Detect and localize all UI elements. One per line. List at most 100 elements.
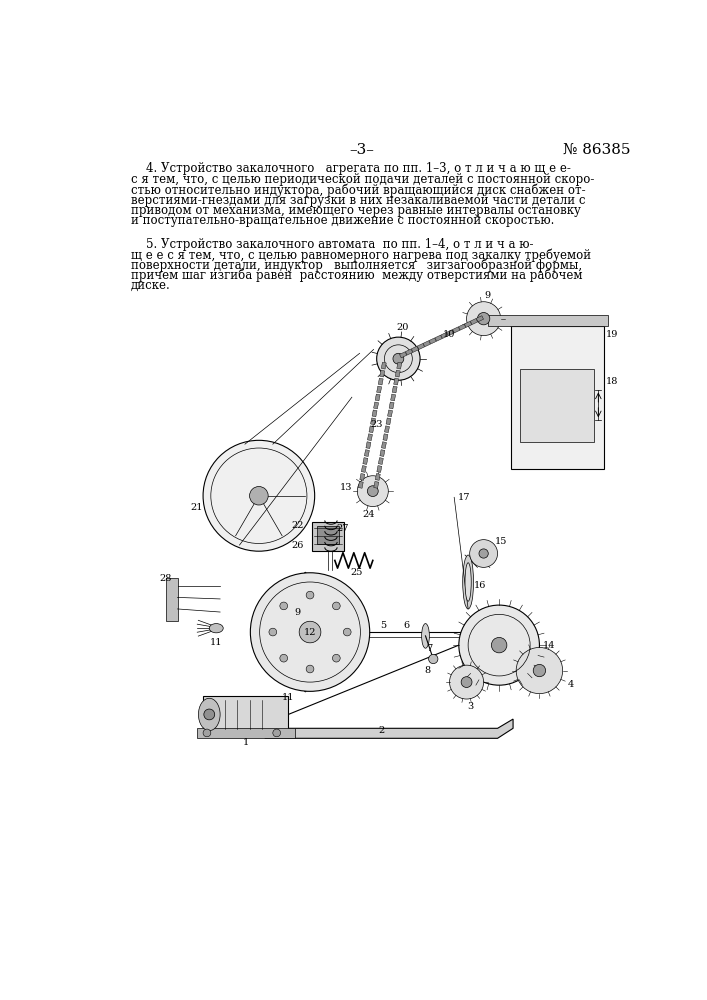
Circle shape — [368, 486, 378, 497]
Bar — [405, 349, 413, 355]
Bar — [470, 318, 478, 325]
Bar — [520, 369, 595, 442]
Text: 4: 4 — [567, 680, 573, 689]
Circle shape — [467, 302, 501, 336]
Circle shape — [357, 476, 388, 507]
Bar — [392, 386, 397, 393]
Text: 28: 28 — [160, 574, 172, 583]
Bar — [312, 522, 344, 551]
Bar — [373, 402, 378, 409]
Text: причем шаг изгиба равен  расстоянию  между отверстиями на рабочем: причем шаг изгиба равен расстоянию между… — [131, 269, 583, 282]
Bar — [385, 426, 390, 433]
Text: поверхности детали, индуктор   выполняется   зигзагообразной формы,: поверхности детали, индуктор выполняется… — [131, 259, 582, 272]
Text: и поступательно-вращательное движение с постоянной скоростью.: и поступательно-вращательное движение с … — [131, 214, 554, 227]
Bar — [452, 327, 460, 333]
Text: 11: 11 — [282, 693, 295, 702]
Text: приводом от механизма, имеющего через равные интервалы остановку: приводом от механизма, имеющего через ра… — [131, 204, 581, 217]
Text: 7: 7 — [426, 644, 433, 653]
Bar — [380, 450, 385, 456]
Bar — [360, 474, 365, 480]
Bar — [391, 394, 396, 401]
Circle shape — [280, 602, 288, 610]
Circle shape — [428, 654, 438, 664]
Bar — [395, 370, 400, 377]
Bar — [377, 466, 382, 472]
Bar — [317, 526, 339, 544]
Bar — [382, 442, 387, 449]
Text: 21: 21 — [191, 503, 203, 512]
Bar — [397, 362, 402, 369]
Bar — [369, 426, 374, 433]
Bar — [387, 410, 392, 417]
Ellipse shape — [300, 572, 310, 692]
Bar — [378, 378, 383, 385]
Circle shape — [461, 677, 472, 687]
Bar — [386, 418, 391, 425]
Bar — [423, 341, 431, 347]
Text: 5: 5 — [380, 621, 386, 630]
Bar — [375, 394, 380, 401]
Text: 9: 9 — [295, 608, 300, 617]
Circle shape — [280, 654, 288, 662]
Text: 15: 15 — [494, 537, 507, 546]
Bar — [370, 418, 375, 425]
Bar — [383, 434, 388, 441]
Text: 17: 17 — [458, 493, 470, 502]
Bar — [364, 450, 369, 456]
Bar — [366, 442, 371, 449]
Bar — [372, 410, 377, 417]
Text: 27: 27 — [337, 524, 349, 533]
Bar — [358, 481, 363, 488]
Circle shape — [491, 637, 507, 653]
Circle shape — [250, 487, 268, 505]
Polygon shape — [488, 315, 607, 326]
Circle shape — [203, 729, 211, 737]
Text: 13: 13 — [339, 483, 352, 492]
Ellipse shape — [421, 624, 429, 648]
Bar — [363, 458, 368, 464]
Circle shape — [269, 628, 276, 636]
Bar — [380, 370, 385, 377]
Bar — [441, 332, 448, 338]
Text: 25: 25 — [351, 568, 363, 577]
Circle shape — [306, 665, 314, 673]
Circle shape — [332, 602, 340, 610]
Text: диске.: диске. — [131, 279, 171, 292]
Circle shape — [450, 665, 484, 699]
Ellipse shape — [209, 624, 223, 633]
Circle shape — [332, 654, 340, 662]
Bar — [394, 378, 399, 385]
Ellipse shape — [199, 698, 220, 731]
Circle shape — [516, 647, 563, 694]
Text: 11: 11 — [210, 638, 223, 647]
Bar — [197, 728, 295, 738]
Bar — [429, 338, 436, 344]
Bar — [435, 335, 442, 341]
Circle shape — [273, 729, 281, 737]
Bar — [112, 305, 613, 759]
Ellipse shape — [465, 563, 472, 601]
Bar — [447, 330, 454, 336]
Circle shape — [344, 628, 351, 636]
Text: верстиями-гнездами для загрузки в них незакаливаемой части детали с: верстиями-гнездами для загрузки в них не… — [131, 194, 585, 207]
Ellipse shape — [462, 555, 474, 609]
Circle shape — [459, 605, 539, 685]
Text: 4. Устройство закалочного   агрегата по пп. 1–3, о т л и ч а ю щ е е-: 4. Устройство закалочного агрегата по пп… — [131, 162, 571, 175]
Circle shape — [479, 549, 489, 558]
Circle shape — [306, 591, 314, 599]
Text: 8: 8 — [425, 666, 431, 675]
Text: 5. Устройство закалочного автомата  по пп. 1–4, о т л и ч а ю-: 5. Устройство закалочного автомата по пп… — [131, 238, 534, 251]
Bar — [368, 434, 373, 441]
Bar — [377, 386, 382, 393]
Text: 18: 18 — [605, 377, 618, 386]
Circle shape — [469, 540, 498, 567]
Text: с я тем, что, с целью периодической подачи деталей с постоянной скоро-: с я тем, что, с целью периодической пода… — [131, 173, 595, 186]
Circle shape — [299, 621, 321, 643]
Circle shape — [377, 337, 420, 380]
Circle shape — [477, 312, 490, 325]
Bar — [375, 474, 380, 480]
Bar — [381, 362, 386, 369]
Text: 22: 22 — [291, 521, 304, 530]
Text: 10: 10 — [443, 330, 455, 339]
Polygon shape — [505, 317, 604, 326]
